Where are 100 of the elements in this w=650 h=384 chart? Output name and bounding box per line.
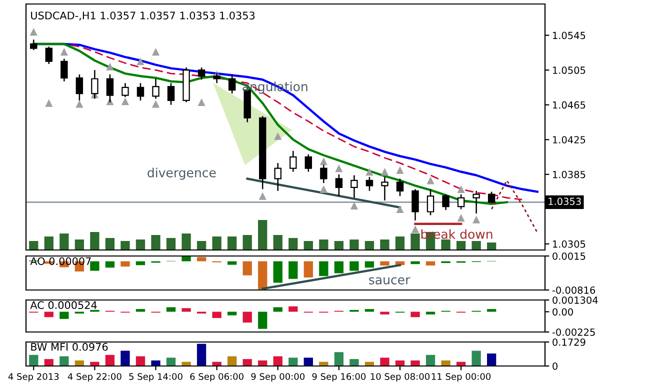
bar bbox=[44, 236, 54, 250]
bar bbox=[166, 358, 176, 366]
line-series bbox=[490, 180, 538, 234]
candlestick bbox=[198, 66, 206, 80]
bar bbox=[288, 358, 298, 366]
bar bbox=[227, 356, 237, 366]
bar bbox=[196, 344, 206, 366]
bar bbox=[319, 240, 328, 250]
bar bbox=[120, 350, 130, 366]
candlestick bbox=[167, 82, 175, 106]
point bbox=[380, 168, 389, 176]
point bbox=[198, 98, 206, 106]
point bbox=[258, 192, 266, 200]
bar bbox=[426, 354, 436, 366]
point bbox=[60, 48, 68, 56]
y-tick-label: 0.1729 bbox=[552, 338, 586, 346]
x-tick-label: 6 Sep 06:00 bbox=[190, 373, 244, 382]
candlestick bbox=[396, 178, 404, 197]
y-tick-label: 1.0465 bbox=[553, 101, 586, 109]
bar bbox=[486, 354, 496, 366]
point bbox=[320, 185, 328, 193]
point bbox=[320, 158, 328, 166]
x-tick-label: 9 Sep 16:00 bbox=[312, 373, 366, 382]
bar bbox=[105, 238, 115, 250]
bar bbox=[441, 360, 450, 366]
candlestick bbox=[412, 188, 419, 222]
candlestick bbox=[152, 78, 160, 100]
y-tick-label: 0.001304 bbox=[552, 296, 598, 304]
point bbox=[426, 176, 434, 184]
bar bbox=[364, 241, 374, 250]
x-tick-label: 4 Sep 22:00 bbox=[68, 373, 122, 382]
candlestick bbox=[304, 154, 312, 172]
x-tick-label: 11 Sep 00:00 bbox=[432, 373, 491, 382]
chart-title: AO 0.00007 bbox=[30, 257, 91, 266]
candlestick bbox=[335, 174, 343, 197]
candlestick bbox=[442, 194, 450, 211]
candlestick bbox=[366, 176, 374, 192]
candlestick bbox=[60, 58, 68, 82]
candlestick bbox=[45, 46, 53, 65]
bar bbox=[242, 235, 252, 250]
point bbox=[76, 100, 84, 108]
bar bbox=[74, 240, 84, 250]
bar bbox=[60, 356, 69, 366]
bar bbox=[120, 241, 130, 250]
point bbox=[335, 164, 343, 172]
annotation: saucer bbox=[369, 277, 410, 284]
bar bbox=[182, 234, 191, 250]
bar bbox=[456, 241, 466, 250]
bar bbox=[29, 354, 38, 366]
bar bbox=[242, 359, 252, 366]
bar bbox=[304, 241, 313, 250]
y-tick-label: 1.0425 bbox=[553, 136, 586, 144]
x-tick-label: 10 Sep 08:00 bbox=[370, 373, 430, 382]
bar bbox=[350, 359, 359, 366]
candlestick bbox=[488, 191, 496, 204]
bar bbox=[136, 356, 146, 366]
point bbox=[30, 28, 38, 36]
bar bbox=[334, 352, 344, 366]
bar bbox=[212, 236, 222, 250]
y-tick-label: 1.0385 bbox=[553, 170, 586, 178]
bar bbox=[334, 241, 344, 250]
point bbox=[396, 166, 404, 174]
point bbox=[457, 185, 465, 193]
y-tick-label: 0 bbox=[552, 362, 558, 370]
bar bbox=[29, 241, 38, 250]
candlestick bbox=[472, 190, 480, 214]
point bbox=[152, 100, 160, 108]
bar bbox=[395, 236, 405, 250]
bar bbox=[472, 350, 481, 366]
x-tick-label: 9 Sep 00:00 bbox=[251, 373, 305, 382]
candlestick bbox=[274, 162, 282, 192]
bar bbox=[105, 354, 115, 366]
bar bbox=[90, 232, 100, 250]
text: USDCAD-,H1 1.0357 1.0357 1.0353 1.0353 bbox=[31, 12, 255, 21]
point bbox=[472, 216, 480, 224]
point bbox=[106, 62, 114, 70]
candlestick bbox=[290, 150, 297, 172]
x-tick-label: 5 Sep 14:00 bbox=[129, 373, 182, 382]
bar bbox=[380, 240, 390, 250]
bar bbox=[410, 234, 420, 250]
x-tick-label: 4 Sep 2013 bbox=[8, 373, 59, 382]
candlestick bbox=[457, 194, 465, 210]
bar bbox=[486, 242, 496, 250]
bar bbox=[166, 238, 176, 250]
y-tick-label: 1.0505 bbox=[553, 66, 586, 74]
y-tick-label: 1.0545 bbox=[553, 32, 586, 40]
candlestick bbox=[136, 82, 144, 102]
candlestick bbox=[122, 82, 129, 98]
point bbox=[152, 48, 160, 56]
bar bbox=[151, 235, 160, 250]
chart-title: AC 0.000524 bbox=[30, 301, 97, 310]
point bbox=[411, 225, 420, 233]
bar bbox=[227, 236, 237, 250]
annotation: divergence bbox=[148, 168, 216, 180]
y-tick-label: -0.00225 bbox=[552, 328, 595, 336]
point bbox=[45, 99, 53, 107]
y-tick-label: 0.0015 bbox=[552, 252, 586, 260]
point bbox=[121, 98, 130, 106]
bar bbox=[304, 358, 313, 366]
bar bbox=[410, 360, 420, 366]
